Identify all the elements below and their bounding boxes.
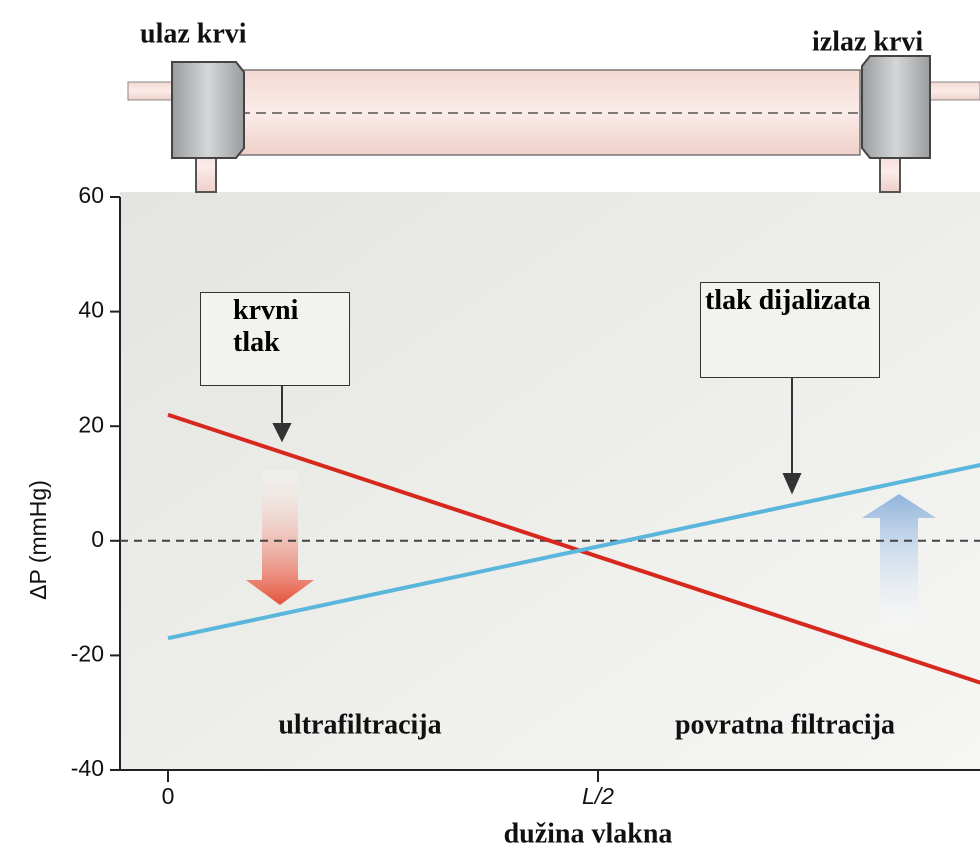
series-label-box: tlak dijalizata — [700, 282, 880, 378]
tube — [127, 55, 980, 193]
series-line — [167, 412, 980, 685]
series-label-box: krvni tlak — [200, 292, 350, 386]
outlet-label: izlaz krvi — [812, 26, 923, 57]
y-tick-label: -20 — [71, 640, 104, 666]
region-label: povratna filtracija — [675, 709, 895, 740]
y-tick-label: 0 — [91, 526, 104, 552]
y-tick-label: 60 — [78, 182, 104, 208]
y-tick-label: 20 — [78, 411, 104, 437]
ultrafiltration-arrow — [246, 470, 314, 605]
pointer-arrow — [272, 386, 292, 443]
y-axis-label: ΔP (mmHg) — [25, 480, 51, 600]
x-tick-label: 0 — [162, 783, 175, 809]
x-tick-label: L/2 — [582, 783, 614, 809]
y-tick-label: 40 — [78, 297, 104, 323]
pointer-arrow — [782, 378, 802, 495]
backfiltration-arrow — [862, 494, 936, 630]
y-tick-label: -40 — [71, 755, 104, 781]
series-line — [167, 463, 980, 641]
inlet-label: ulaz krvi — [140, 18, 247, 49]
plot-background — [120, 192, 980, 770]
region-label: ultrafiltracija — [278, 709, 441, 740]
x-axis-label: dužina vlakna — [504, 818, 673, 849]
